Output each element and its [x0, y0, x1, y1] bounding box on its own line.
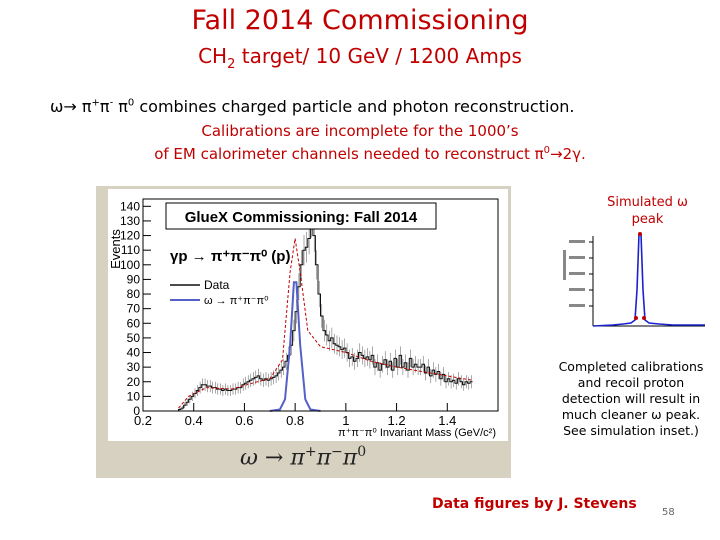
calibration-note-line-2: of EM calorimeter channels needed to rec…: [154, 145, 586, 163]
x-tick-label: 0.6: [235, 413, 253, 428]
chart-title: GlueX Commissioning: Fall 2014: [185, 209, 418, 226]
legend-mc-label: ω → π⁺π⁻π⁰: [204, 295, 269, 307]
y-tick-label: 30: [127, 360, 141, 374]
plot-panel: 0 10 20 30 40 50 60 70 80 90 100 110 120 130 140 0.2 0.4…: [108, 189, 508, 441]
slide-subtitle: CH2 target/ 10 GeV / 1200 Amps: [198, 44, 522, 72]
inset-peak-marker: [638, 232, 642, 236]
simulation-inset: [563, 230, 705, 330]
x-axis-label: π⁺π⁻π⁰ Invariant Mass (GeV/c²): [338, 427, 496, 439]
y-tick-label: 40: [127, 346, 141, 360]
inset-marker: [634, 316, 638, 320]
inset-simulated-peak: [592, 233, 705, 327]
y-tick-label: 90: [127, 272, 141, 286]
x-tick-label: 0.4: [185, 413, 203, 428]
chart-reaction-label: γp → π⁺π⁻π⁰ (p): [170, 248, 290, 265]
y-tick-label: 60: [127, 316, 141, 330]
data-histogram: [178, 220, 473, 411]
simulation-curve: [269, 281, 321, 412]
x-tick-label: 1.4: [438, 413, 456, 428]
x-tick-label: 1.2: [388, 413, 406, 428]
reaction-formula: ω → π+π−π0: [240, 444, 367, 471]
y-tick-label: 70: [127, 302, 141, 316]
y-tick-label: 100: [120, 258, 140, 272]
y-tick-label: 130: [120, 214, 140, 228]
y-tick-label: 50: [127, 331, 141, 345]
axes-frame: [142, 198, 499, 412]
y-tick-label: 10: [127, 389, 141, 403]
y-tick-label: 140: [120, 199, 140, 213]
simulation-inset-plot: [563, 232, 705, 327]
x-tick-label: 1: [342, 413, 349, 428]
calibration-outlook-note: Completed calibrations and recoil proton…: [558, 359, 704, 438]
y-axis-label: Events: [108, 229, 123, 269]
title-box: [165, 202, 437, 230]
fit-curve: [178, 238, 473, 409]
calibration-note-line: Calibrations are incomplete for the 1000…: [201, 122, 519, 140]
y-tick-label: 20: [127, 375, 141, 389]
y-tick-label: 80: [127, 287, 141, 301]
inset-marker: [642, 316, 646, 320]
x-tick-label: 0.8: [286, 413, 304, 428]
y-tick-label: 0: [133, 404, 140, 418]
x-tick-label: 0.2: [134, 413, 152, 428]
page-number: 58: [662, 507, 675, 518]
figure-credit: Data figures by J. Stevens: [432, 496, 637, 512]
inset-label: Simulated ω peak: [607, 195, 688, 227]
inset-ticks: [563, 240, 593, 307]
legend-data-label: Data: [204, 278, 230, 292]
slide-title: Fall 2014 Commissioning: [191, 5, 529, 36]
y-tick-label: 110: [121, 243, 140, 257]
reaction-description: ω→ π+π- π0 combines charged particle and…: [50, 97, 575, 116]
y-tick-label: 120: [120, 229, 140, 243]
